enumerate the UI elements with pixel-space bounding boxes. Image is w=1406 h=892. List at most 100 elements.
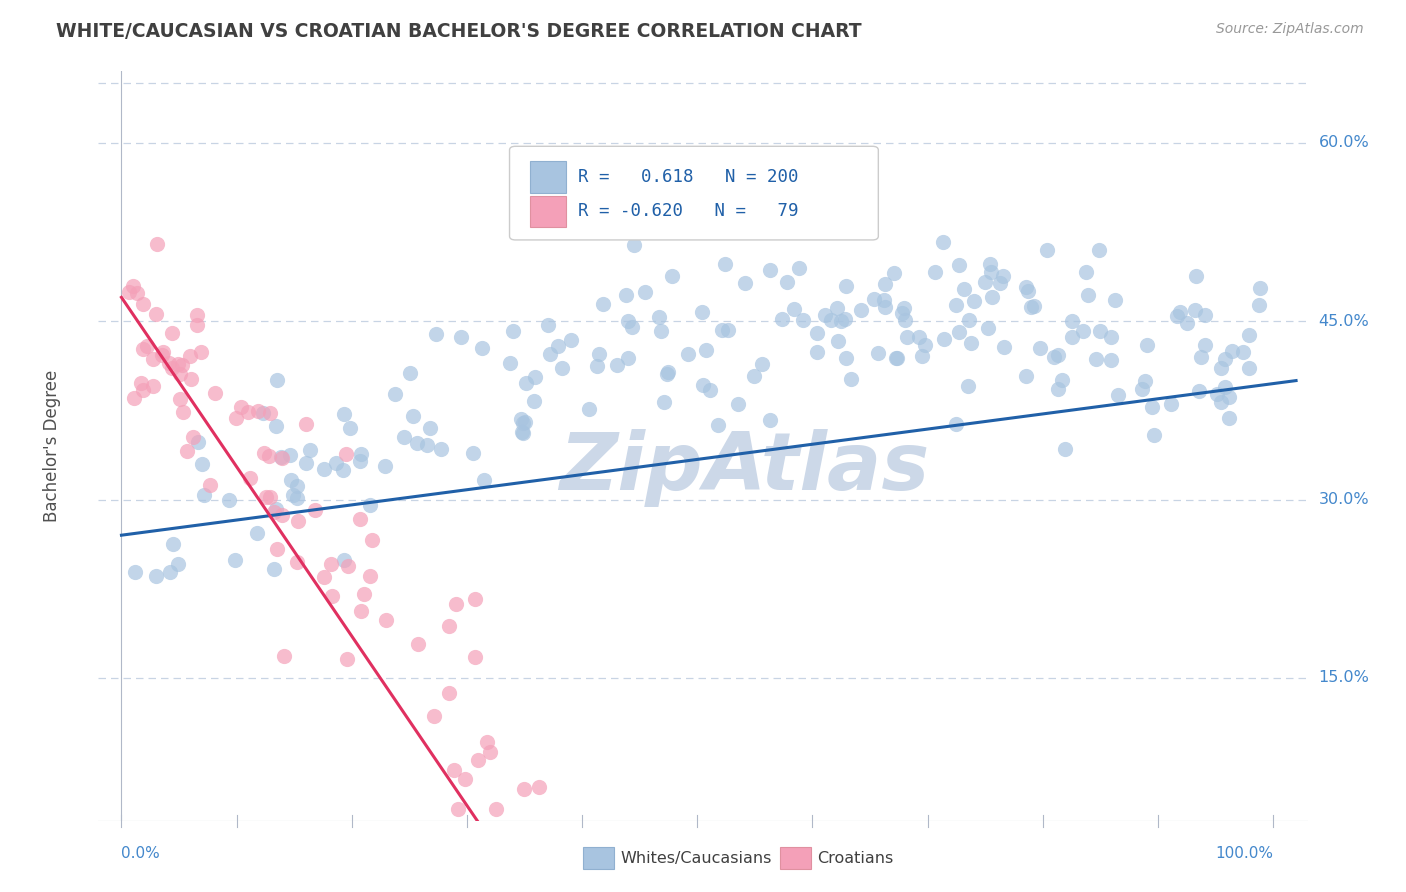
Point bbox=[259, 406, 281, 420]
Point bbox=[762, 215, 785, 229]
Point bbox=[335, 447, 357, 461]
Point bbox=[1213, 380, 1236, 394]
Point bbox=[776, 275, 799, 289]
Point bbox=[349, 512, 371, 526]
Point bbox=[285, 556, 308, 570]
Point bbox=[893, 301, 915, 315]
Point bbox=[325, 456, 347, 470]
Point bbox=[759, 413, 782, 427]
Text: R = -0.620   N =   79: R = -0.620 N = 79 bbox=[578, 202, 799, 220]
Point bbox=[1099, 352, 1122, 367]
Point bbox=[894, 312, 917, 326]
Point bbox=[692, 378, 714, 392]
Point bbox=[152, 344, 174, 359]
Point bbox=[657, 365, 679, 379]
Point bbox=[1168, 305, 1191, 319]
Point bbox=[1107, 388, 1129, 402]
Point bbox=[1130, 382, 1153, 396]
Point bbox=[124, 565, 146, 579]
Point bbox=[714, 258, 737, 272]
Point bbox=[873, 277, 896, 292]
Point bbox=[253, 445, 276, 459]
Point bbox=[392, 430, 415, 444]
Point bbox=[617, 351, 640, 366]
Point bbox=[136, 338, 159, 352]
Point bbox=[336, 651, 359, 665]
Point bbox=[398, 367, 420, 381]
Point bbox=[676, 347, 699, 361]
Point bbox=[835, 278, 858, 293]
Point bbox=[957, 378, 980, 392]
Point bbox=[606, 358, 628, 372]
Point bbox=[339, 421, 361, 435]
Point bbox=[167, 357, 190, 371]
Point bbox=[254, 490, 277, 504]
Point bbox=[620, 319, 643, 334]
Point bbox=[160, 326, 183, 340]
Text: Croatians: Croatians bbox=[817, 851, 893, 865]
Point bbox=[512, 425, 534, 440]
Point bbox=[863, 293, 886, 307]
Point bbox=[332, 463, 354, 477]
Point bbox=[853, 219, 876, 233]
Point bbox=[218, 492, 240, 507]
Point bbox=[751, 357, 773, 371]
Point bbox=[907, 330, 929, 344]
Point bbox=[132, 383, 155, 397]
Point bbox=[510, 425, 533, 439]
Point bbox=[988, 277, 1011, 291]
Point bbox=[266, 373, 288, 387]
Point bbox=[333, 407, 356, 421]
Point bbox=[707, 418, 730, 433]
Point bbox=[1143, 428, 1166, 442]
Point bbox=[416, 438, 439, 452]
Point bbox=[359, 498, 381, 512]
Point bbox=[932, 332, 955, 346]
FancyBboxPatch shape bbox=[530, 161, 567, 193]
Point bbox=[287, 514, 309, 528]
Point bbox=[884, 351, 907, 365]
Point bbox=[190, 345, 212, 359]
Point bbox=[127, 285, 149, 300]
Point bbox=[1136, 338, 1159, 352]
Point bbox=[914, 337, 936, 351]
Point bbox=[252, 406, 274, 420]
Point bbox=[1140, 400, 1163, 414]
Point bbox=[759, 263, 782, 277]
Point bbox=[122, 391, 145, 405]
Point bbox=[513, 782, 536, 797]
Point bbox=[122, 279, 145, 293]
Point bbox=[312, 462, 335, 476]
Point bbox=[588, 347, 610, 361]
Point bbox=[1015, 279, 1038, 293]
Point bbox=[1073, 324, 1095, 338]
Point bbox=[464, 650, 486, 665]
Point bbox=[993, 340, 1015, 354]
Point bbox=[374, 613, 396, 627]
Point bbox=[463, 446, 485, 460]
Point bbox=[948, 325, 970, 339]
Point bbox=[131, 297, 153, 311]
Point bbox=[193, 488, 215, 502]
Text: Whites/Caucasians: Whites/Caucasians bbox=[620, 851, 772, 865]
Point bbox=[350, 604, 373, 618]
Point bbox=[634, 285, 657, 299]
Point bbox=[224, 553, 246, 567]
Point bbox=[1160, 397, 1182, 411]
Point bbox=[1104, 293, 1126, 308]
Point bbox=[1175, 316, 1198, 330]
Point bbox=[1211, 394, 1233, 409]
Point bbox=[281, 488, 304, 502]
Point bbox=[278, 448, 301, 462]
Point bbox=[204, 385, 226, 400]
Point bbox=[1184, 268, 1206, 283]
Point bbox=[695, 343, 717, 357]
Point bbox=[484, 802, 506, 816]
Text: 15.0%: 15.0% bbox=[1319, 671, 1369, 685]
Point bbox=[806, 326, 828, 340]
Point bbox=[350, 447, 373, 461]
Point bbox=[742, 369, 765, 384]
Point bbox=[962, 293, 984, 308]
Point bbox=[974, 275, 997, 289]
Point bbox=[264, 419, 287, 434]
